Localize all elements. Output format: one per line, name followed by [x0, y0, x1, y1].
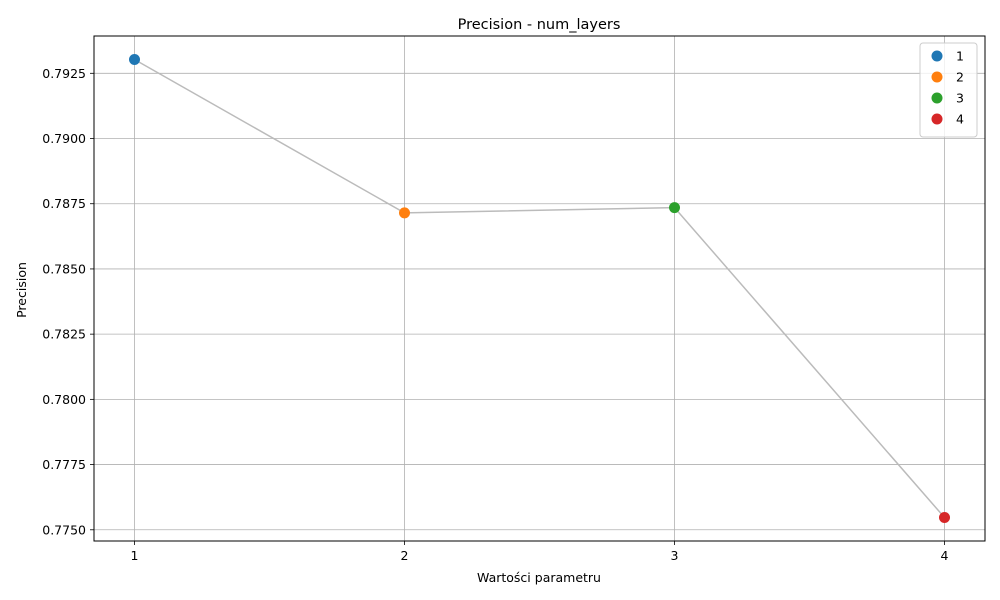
y-tick-label: 0.7750 [42, 522, 86, 537]
x-tick-label: 4 [941, 548, 949, 563]
data-points [129, 53, 950, 524]
y-tick-label: 0.7900 [42, 131, 86, 146]
y-tick-label: 0.7925 [42, 66, 86, 81]
legend-label: 1 [956, 49, 964, 64]
data-point-3 [669, 202, 680, 214]
legend-marker [931, 50, 943, 62]
legend-label: 3 [956, 91, 964, 106]
plot-frame [93, 35, 986, 542]
y-tick-label: 0.7875 [42, 196, 86, 211]
legend-marker [931, 113, 943, 125]
y-axis-label: Precision [14, 262, 29, 318]
data-point-2 [399, 207, 410, 219]
legend-label: 2 [956, 70, 964, 85]
x-axis-label: Wartości parametru [477, 570, 601, 585]
y-axis-ticks: 0.7750 0.7775 0.7800 0.7825 0.7850 0.7875 0.79… [42, 66, 94, 537]
chart-title: Precision - num_layers [458, 17, 621, 33]
y-tick-label: 0.7850 [42, 261, 86, 276]
series-line [134, 58, 946, 519]
legend-label: 4 [956, 112, 964, 127]
series-line-layer [134, 58, 946, 519]
data-point-1 [129, 53, 140, 65]
y-tick-label: 0.7775 [42, 457, 86, 472]
x-tick-label: 3 [671, 548, 679, 563]
x-axis-ticks: 1 2 3 4 [131, 541, 949, 563]
x-tick-label: 2 [401, 548, 409, 563]
y-tick-label: 0.7800 [42, 392, 86, 407]
legend-marker [931, 92, 943, 104]
y-tick-label: 0.7825 [42, 327, 86, 342]
x-tick-label: 1 [131, 548, 139, 563]
legend: 1 2 3 4 [919, 42, 978, 138]
legend-box [919, 42, 978, 138]
data-point-4 [939, 512, 950, 524]
legend-marker [931, 71, 943, 83]
grid [94, 36, 985, 541]
